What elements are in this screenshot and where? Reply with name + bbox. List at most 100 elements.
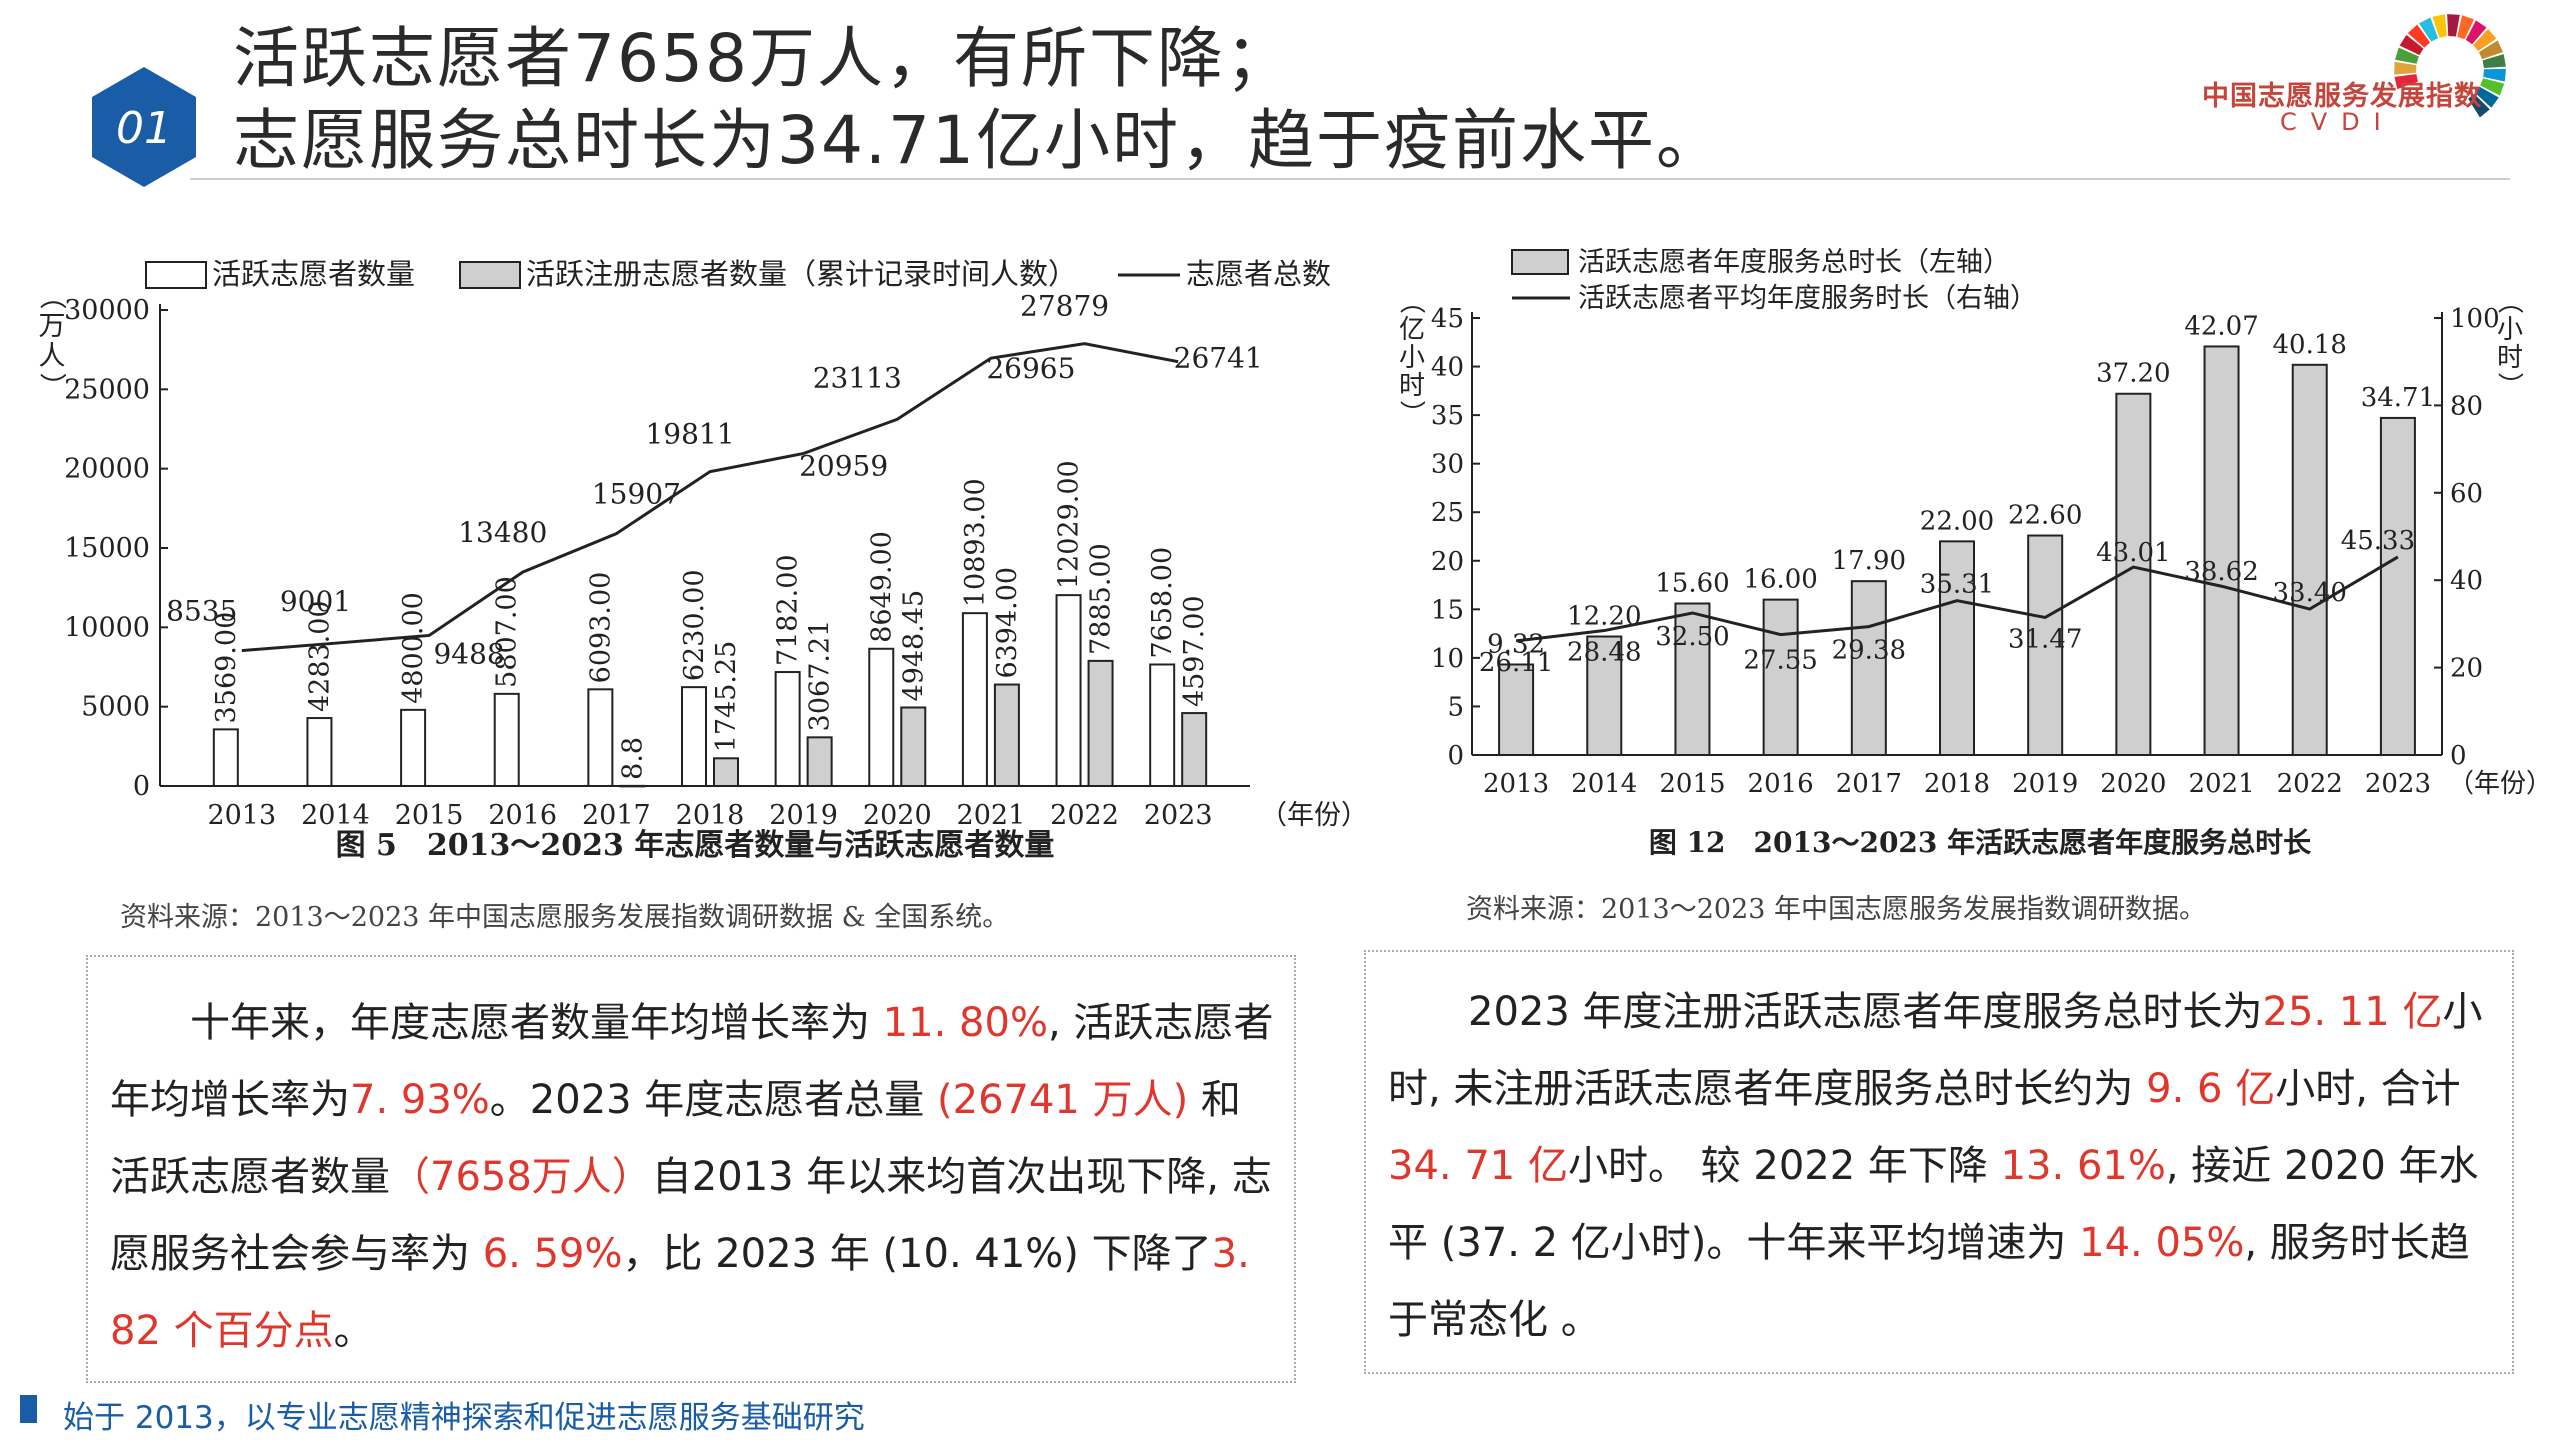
- chart1-x-tick-label: 2018: [676, 800, 745, 831]
- left-text-run: 自2013 年以来均首次出现下降, 志愿服务社会参与率为: [110, 1154, 1272, 1277]
- chart2-left-tick-label: 30: [1431, 450, 1464, 480]
- wheel-segment: [2407, 24, 2431, 48]
- chart1-bar-active-label: 10893.00: [960, 478, 991, 607]
- chart1-bar-registered-label: 1745.25: [711, 641, 742, 753]
- right-text-run: 9. 6 亿: [2146, 1066, 2276, 1112]
- chart2-bar: [1762, 598, 1799, 756]
- chart2-bar: [2027, 534, 2064, 756]
- right-text-run: 小时, 未注册活跃志愿者年度服务总时长约为: [1388, 989, 2483, 1112]
- chart2-right-label-char: ）: [2494, 372, 2524, 398]
- chart2-avg-label: 28.48: [1567, 638, 1641, 668]
- chart1-bar-active-label: 7182.00: [773, 554, 804, 666]
- chart2-left-tick-label: 45: [1431, 304, 1464, 334]
- chart1-bar-active-label: 7658.00: [1147, 547, 1178, 659]
- chart2-legend-swatch-bar: [1511, 249, 1569, 275]
- wheel-segment: [2473, 29, 2497, 51]
- wheel-segment: [2447, 14, 2460, 37]
- chart2-bar: [1850, 580, 1887, 756]
- right-text-run: , 服务时长趋于常态化 。: [1388, 1220, 2470, 1343]
- chart1-bar-registered: [713, 757, 739, 788]
- chart2-bar: [1498, 663, 1535, 756]
- right-text-run: 小时, 合计: [2275, 1066, 2461, 1112]
- chart1-bar-registered-label: 6394.00: [992, 567, 1023, 679]
- chart2-x-label: （年份）: [2448, 769, 2552, 799]
- left-text-run: 3. 82 个百分点: [110, 1231, 1250, 1354]
- chart2-left-tick-label: 35: [1431, 401, 1464, 431]
- chart2-avg-label: 45.33: [2341, 526, 2415, 556]
- chart2-bar-label: 15.60: [1655, 569, 1729, 599]
- chart2-bar-label: 37.20: [2096, 359, 2170, 389]
- chart1-legend-active: 活跃志愿者数量: [212, 257, 415, 291]
- chart2-left-tick-label: 20: [1431, 547, 1464, 577]
- chart1-total-label: 9001: [280, 585, 351, 618]
- chart1-total-label: 8535: [166, 595, 237, 628]
- chart2-left-tick-label: 0: [1447, 741, 1464, 771]
- chart1-bar-registered-label: 4597.00: [1179, 595, 1210, 707]
- wheel-segment: [2419, 17, 2439, 42]
- chart1-total-line: [241, 342, 1179, 653]
- wheel-segment: [2394, 61, 2417, 75]
- summary-text-left: 十年来，年度志愿者数量年均增长率为 11. 80%, 活跃志愿者年均增长率为7.…: [86, 955, 1296, 1383]
- wheel-segment: [2432, 14, 2447, 38]
- chart1-y-tick-label: 10000: [64, 612, 150, 643]
- wheel-segment: [2468, 93, 2490, 118]
- logo-text-cn: 中国志愿服务发展指数: [2202, 81, 2482, 112]
- chart1-bar-active: [587, 688, 614, 787]
- chart2-bar-label: 42.07: [2184, 311, 2258, 341]
- chart1-total-label: 23113: [813, 361, 902, 394]
- left-text-run: 和活跃志愿者数量: [110, 1077, 1241, 1200]
- chart2-avg-line: [1515, 555, 2399, 643]
- title-divider: [190, 178, 2510, 180]
- chart1-bar-registered-label: 7885.00: [1086, 543, 1117, 655]
- chart1-y-tick-label: 5000: [81, 692, 150, 723]
- chart2-x-tick-label: 2015: [1659, 769, 1725, 799]
- wheel-segment: [2483, 68, 2506, 82]
- chart2-caption: 图 12 2013～2023 年活跃志愿者年度服务总时长: [1649, 826, 2311, 859]
- chart2-right-label-char: 小: [2497, 315, 2523, 345]
- left-text-run: 11. 80%: [882, 1000, 1048, 1046]
- chart2-left-label-char: 时: [1399, 371, 1425, 401]
- chart1-bar-active-label: 8649.00: [866, 531, 897, 643]
- chart2-bar: [1674, 602, 1711, 756]
- left-text-run: 十年来，年度志愿者数量年均增长率为: [190, 1000, 883, 1046]
- chart2-right-tick-label: 80: [2450, 391, 2483, 421]
- chart1-x-tick-label: 2022: [1050, 800, 1119, 831]
- chart1-bar-active-label: 4283.00: [304, 600, 335, 712]
- chart1-legend-registered: 活跃注册志愿者数量（累计记录时间人数）: [526, 257, 1077, 291]
- chart1-total-label: 26965: [986, 352, 1075, 385]
- chart2-right-tick-label: 100: [2450, 304, 2500, 334]
- chart2-avg-label: 31.47: [2008, 624, 2082, 654]
- chart1-x-label: （年份）: [1260, 800, 1368, 831]
- wheel-segment: [2482, 54, 2506, 68]
- chart2-left-label-char: （: [1396, 288, 1426, 314]
- chart2-bar: [2203, 345, 2240, 756]
- chart1-bar-active-label: 5807.00: [492, 576, 523, 688]
- chart1-x-tick-label: 2021: [957, 800, 1026, 831]
- chart1-bar-active: [400, 708, 427, 788]
- chart1-y-label-char: ）: [36, 373, 67, 400]
- chart2-right-tick-label: 0: [2450, 741, 2467, 771]
- chart1-total-label: 15907: [592, 478, 681, 511]
- chart2-left-tick-label: 10: [1431, 644, 1464, 674]
- chart2-x-tick-label: 2018: [1924, 769, 1990, 799]
- chart2-bar: [2379, 416, 2416, 756]
- chart1-bar-registered: [619, 784, 646, 788]
- left-text-run: 7. 93%: [350, 1077, 490, 1123]
- chart2-avg-label: 38.62: [2184, 557, 2258, 587]
- right-text-run: 34. 71 亿: [1388, 1143, 1568, 1189]
- chart2-bar-label: 34.71: [2361, 383, 2435, 413]
- chart2-x-tick-label: 2013: [1483, 769, 1549, 799]
- chart1-bar-registered: [806, 736, 833, 788]
- wheel-segment: [2478, 40, 2504, 60]
- title-line-2: 志愿服务总时长为34.71亿小时，趋于疫前水平。: [233, 102, 1724, 179]
- left-text-run: , 活跃志愿者年均增长率为: [110, 1000, 1274, 1123]
- chart2-avg-label: 33.40: [2273, 578, 2347, 608]
- chart1-bar-registered-label: 8.8: [617, 737, 648, 780]
- chart2-avg-label: 29.38: [1832, 636, 1906, 666]
- chart1-legend-swatch-active: [145, 261, 207, 289]
- wheel-segment: [2475, 86, 2499, 108]
- chart2-bar: [1939, 540, 1975, 756]
- chart2-left-label-char: 小: [1399, 343, 1425, 373]
- cvdi-logo: 中国志愿服务发展指数 CVDI: [2180, 8, 2530, 138]
- logo-text-en: CVDI: [2280, 108, 2395, 136]
